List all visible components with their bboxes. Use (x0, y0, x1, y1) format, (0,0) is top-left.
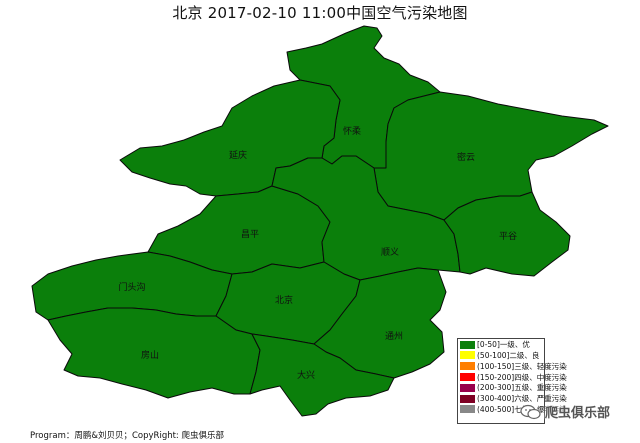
district-daxing[interactable] (249, 333, 395, 417)
legend-item: (300-400]六级、严重污染 (460, 393, 567, 403)
legend-swatch (460, 405, 475, 414)
label-mentougou: 门头沟 (118, 281, 145, 293)
watermark: 爬虫俱乐部 (520, 402, 610, 421)
district-tongzhou[interactable] (313, 267, 447, 379)
legend-item: (200-300]五级、重度污染 (460, 383, 567, 393)
map-title: 北京 2017-02-10 11:00中国空气污染地图 (172, 4, 468, 22)
legend-swatch (460, 394, 475, 403)
legend-swatch (460, 373, 475, 382)
label-shunyi: 顺义 (381, 247, 399, 258)
label-tongzhou: 通州 (385, 331, 403, 342)
footer-credit: Program：周鹏&刘贝贝；CopyRight: 爬虫俱乐部 (30, 431, 225, 441)
district-yanqing[interactable] (119, 79, 341, 197)
legend-item: [0-50]一级、优 (460, 340, 544, 350)
legend-swatch (460, 383, 475, 392)
label-changping: 昌平 (241, 229, 259, 240)
label-huairou: 怀柔 (343, 125, 361, 137)
watermark-text: 爬虫俱乐部 (545, 406, 611, 421)
district-pinggu[interactable] (443, 191, 571, 277)
label-pinggu: 平谷 (499, 231, 517, 242)
wechat-icon (520, 404, 541, 419)
legend-item: (50-100]二级、良 (460, 350, 544, 360)
label-beijing-core: 北京 (275, 294, 293, 306)
legend-item: (100-150]三级、轻度污染 (460, 361, 567, 371)
legend-label: (200-300]五级、重度污染 (477, 383, 567, 393)
label-yanqing: 延庆 (229, 149, 247, 161)
legend-label: [0-50]一级、优 (477, 340, 530, 350)
legend-swatch (460, 362, 475, 371)
legend-label: (50-100]二级、良 (477, 350, 540, 360)
legend-label: (300-400]六级、严重污染 (477, 394, 567, 404)
legend-swatch (460, 340, 475, 349)
label-fangshan: 房山 (141, 349, 159, 361)
legend-swatch (460, 351, 475, 360)
legend-label: (150-200]四级、中度污染 (477, 372, 567, 382)
legend-item: (150-200]四级、中度污染 (460, 372, 567, 382)
label-miyun: 密云 (457, 151, 475, 163)
legend-label: (100-150]三级、轻度污染 (477, 361, 567, 371)
label-daxing: 大兴 (297, 369, 315, 381)
